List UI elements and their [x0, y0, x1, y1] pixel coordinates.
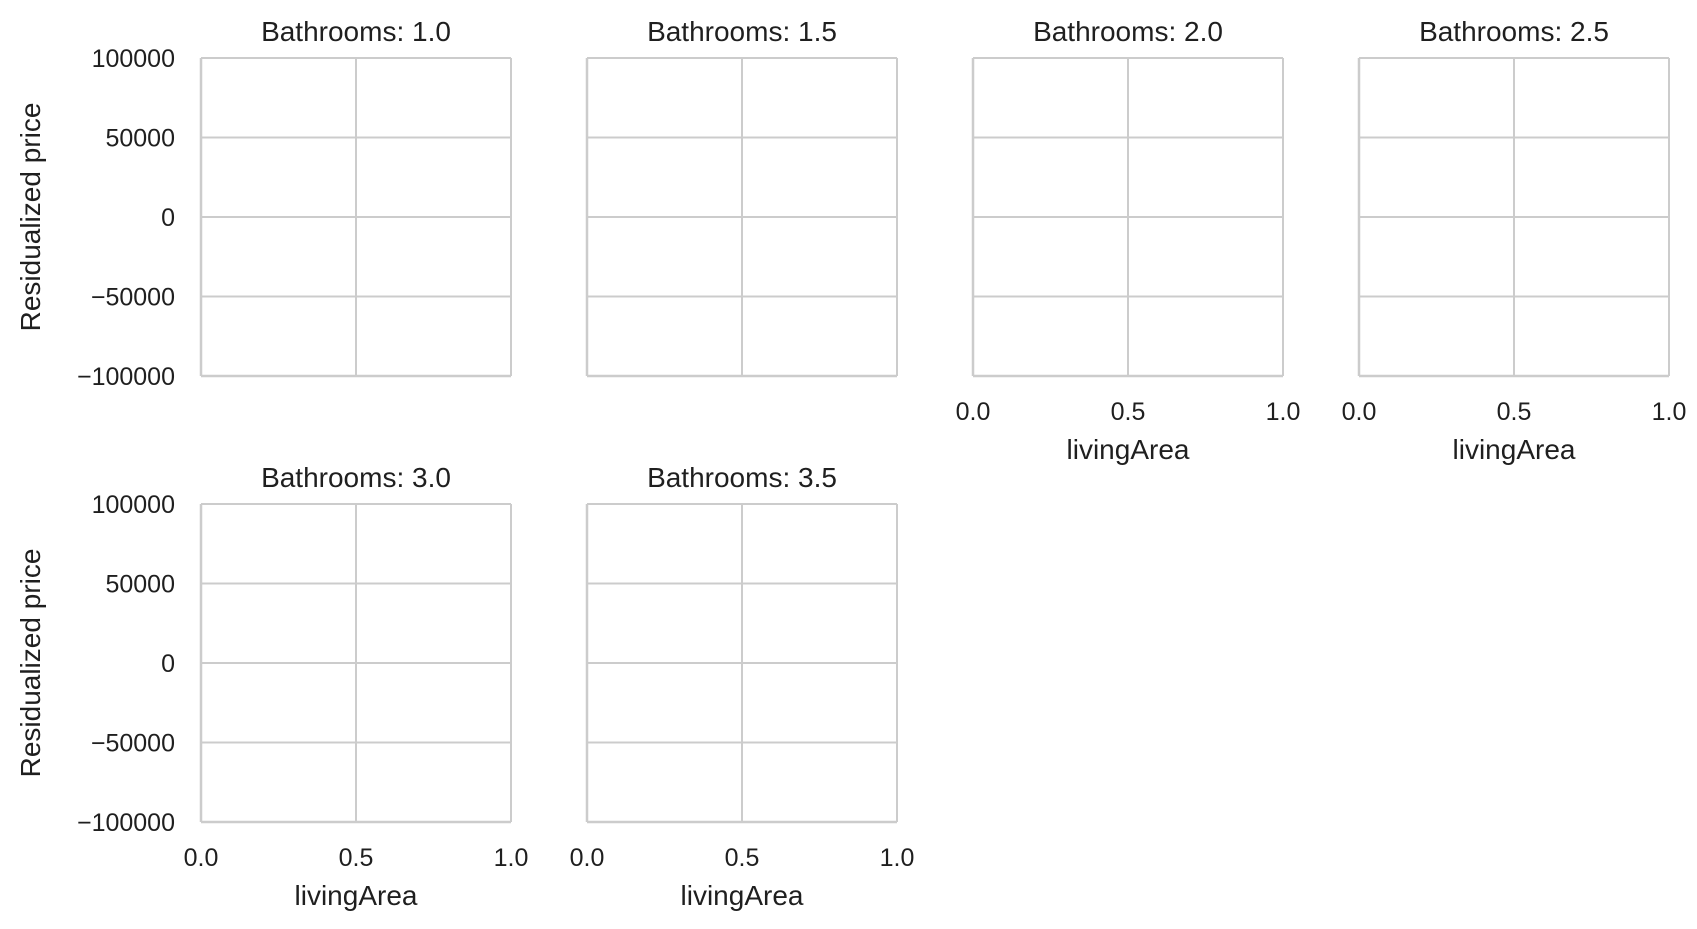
x-tick-label: 0.0 — [570, 844, 605, 872]
y-tick-label: −50000 — [91, 284, 175, 312]
y-tick-label: 50000 — [105, 571, 175, 599]
x-tick-label: 0.0 — [1342, 398, 1377, 426]
panel-title: Bathrooms: 2.0 — [1033, 16, 1223, 47]
x-axis-label: livingArea — [295, 880, 418, 911]
x-tick-label: 0.5 — [1111, 398, 1146, 426]
panel-title: Bathrooms: 1.0 — [261, 16, 451, 47]
y-tick-label: 100000 — [92, 491, 175, 519]
x-axis-label: livingArea — [1067, 434, 1190, 465]
x-tick-label: 0.5 — [339, 844, 374, 872]
y-tick-label: 0 — [161, 650, 175, 678]
y-tick-label: −50000 — [91, 730, 175, 758]
x-tick-label: 0.5 — [1497, 398, 1532, 426]
y-axis-label: Residualized price — [15, 549, 46, 778]
panel-title: Bathrooms: 3.5 — [647, 462, 837, 493]
x-axis-label: livingArea — [681, 880, 804, 911]
x-tick-label: 1.0 — [494, 844, 529, 872]
x-tick-label: 0.0 — [184, 844, 219, 872]
panel-title: Bathrooms: 2.5 — [1419, 16, 1609, 47]
x-tick-label: 0.0 — [956, 398, 991, 426]
y-tick-label: −100000 — [77, 809, 175, 837]
x-tick-label: 1.0 — [1266, 398, 1301, 426]
x-tick-label: 1.0 — [880, 844, 915, 872]
x-tick-label: 0.5 — [725, 844, 760, 872]
y-tick-label: 50000 — [105, 125, 175, 153]
y-tick-label: −100000 — [77, 363, 175, 391]
x-axis-label: livingArea — [1453, 434, 1576, 465]
x-tick-label: 1.0 — [1652, 398, 1687, 426]
panel-title: Bathrooms: 3.0 — [261, 462, 451, 493]
y-tick-label: 100000 — [92, 45, 175, 73]
y-tick-label: 0 — [161, 204, 175, 232]
y-axis-label: Residualized price — [15, 103, 46, 332]
panel-title: Bathrooms: 1.5 — [647, 16, 837, 47]
